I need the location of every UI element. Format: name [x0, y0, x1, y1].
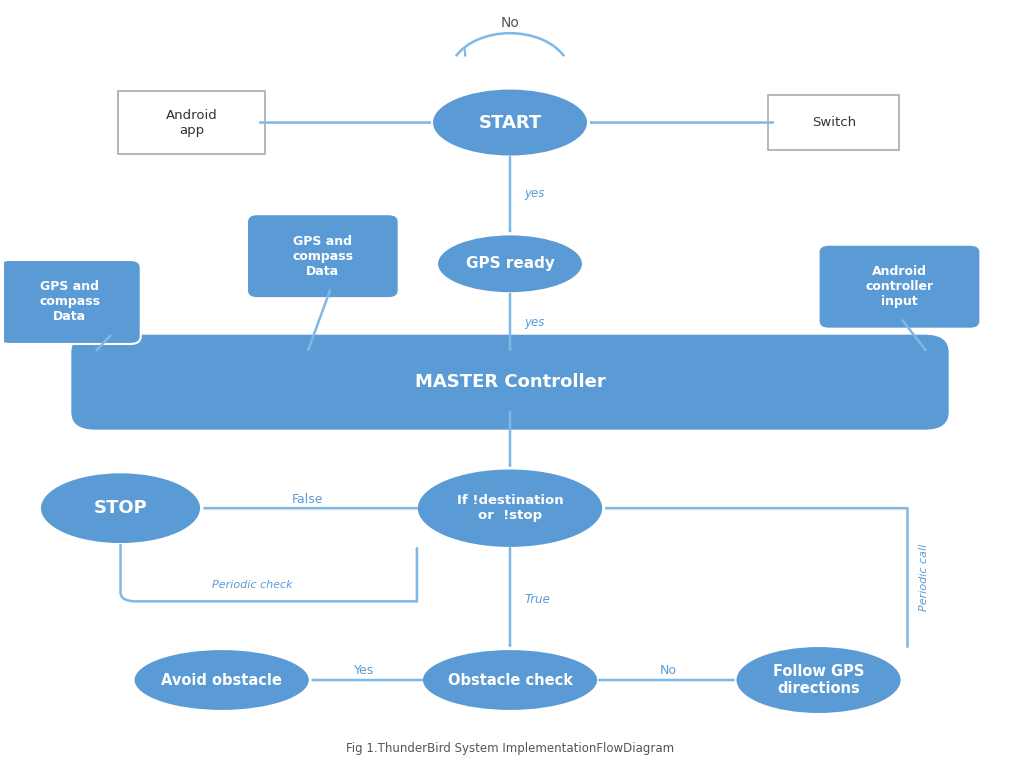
FancyBboxPatch shape — [0, 260, 141, 344]
Text: Obstacle check: Obstacle check — [447, 672, 572, 688]
Ellipse shape — [133, 648, 310, 711]
Ellipse shape — [421, 648, 598, 711]
FancyBboxPatch shape — [818, 245, 979, 329]
Text: No: No — [658, 664, 676, 676]
Text: Periodic call: Periodic call — [918, 543, 928, 611]
Text: GPS and
compass
Data: GPS and compass Data — [292, 235, 353, 278]
Text: MASTER Controller: MASTER Controller — [414, 373, 605, 391]
Text: STOP: STOP — [94, 499, 147, 517]
FancyBboxPatch shape — [247, 214, 398, 298]
Ellipse shape — [40, 472, 201, 544]
FancyBboxPatch shape — [118, 91, 264, 154]
Text: yes: yes — [524, 187, 544, 200]
Text: Periodic check: Periodic check — [212, 580, 292, 590]
Text: Fig 1.ThunderBird System ImplementationFlowDiagram: Fig 1.ThunderBird System ImplementationF… — [345, 742, 674, 755]
Text: True: True — [524, 594, 549, 606]
FancyBboxPatch shape — [767, 95, 899, 151]
Text: Android
controller
input: Android controller input — [864, 266, 932, 308]
Ellipse shape — [436, 234, 583, 293]
Ellipse shape — [735, 645, 901, 714]
Text: Yes: Yes — [354, 664, 374, 676]
Text: GPS and
compass
Data: GPS and compass Data — [40, 280, 100, 323]
Ellipse shape — [431, 88, 588, 157]
Text: Avoid obstacle: Avoid obstacle — [161, 672, 282, 688]
FancyBboxPatch shape — [70, 334, 949, 431]
Text: Android
app: Android app — [165, 109, 217, 137]
Text: If !destination
or  !stop: If !destination or !stop — [457, 494, 562, 522]
Text: False: False — [291, 493, 323, 506]
Text: START: START — [478, 113, 541, 131]
Text: yes: yes — [524, 316, 544, 329]
Text: Switch: Switch — [811, 116, 855, 129]
Ellipse shape — [416, 468, 603, 548]
Text: GPS ready: GPS ready — [465, 256, 554, 271]
Text: Follow GPS
directions: Follow GPS directions — [772, 664, 863, 696]
Text: No: No — [500, 16, 519, 30]
